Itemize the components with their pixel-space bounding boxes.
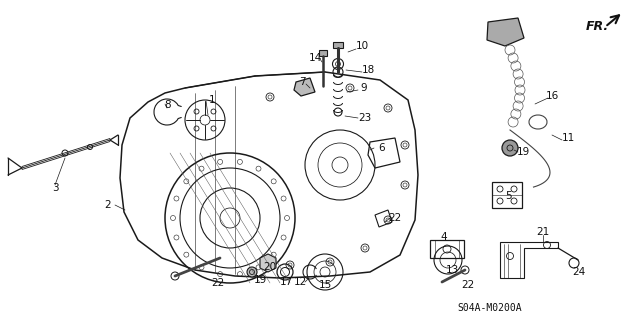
Text: 23: 23	[358, 113, 372, 123]
Text: 19: 19	[253, 275, 267, 285]
Text: 19: 19	[516, 147, 530, 157]
Text: 21: 21	[536, 227, 550, 237]
Text: 10: 10	[355, 41, 369, 51]
Text: 7: 7	[299, 77, 305, 87]
Text: 6: 6	[379, 143, 385, 153]
Polygon shape	[333, 42, 343, 48]
Text: 22: 22	[388, 213, 402, 223]
Text: 2: 2	[105, 200, 111, 210]
Polygon shape	[487, 18, 524, 46]
Text: 20: 20	[264, 262, 276, 272]
Circle shape	[502, 140, 518, 156]
Text: 12: 12	[293, 277, 307, 287]
Text: 14: 14	[308, 53, 322, 63]
Text: 16: 16	[545, 91, 559, 101]
Text: FR.: FR.	[586, 19, 609, 33]
Text: 3: 3	[52, 183, 58, 193]
Text: 22: 22	[461, 280, 475, 290]
Text: 22: 22	[211, 278, 225, 288]
Text: 1: 1	[209, 95, 215, 105]
Text: 24: 24	[572, 267, 586, 277]
Text: 5: 5	[505, 191, 511, 201]
Polygon shape	[319, 50, 327, 56]
Text: 8: 8	[164, 100, 172, 110]
Polygon shape	[294, 78, 315, 96]
Text: 18: 18	[362, 65, 374, 75]
Polygon shape	[260, 254, 276, 272]
Text: 4: 4	[441, 232, 447, 242]
Text: 9: 9	[361, 83, 367, 93]
Text: 15: 15	[318, 280, 332, 290]
Circle shape	[247, 267, 257, 277]
Text: 11: 11	[561, 133, 575, 143]
Text: S04A-M0200A: S04A-M0200A	[458, 303, 522, 313]
Text: 17: 17	[280, 277, 292, 287]
Text: 13: 13	[445, 265, 459, 275]
